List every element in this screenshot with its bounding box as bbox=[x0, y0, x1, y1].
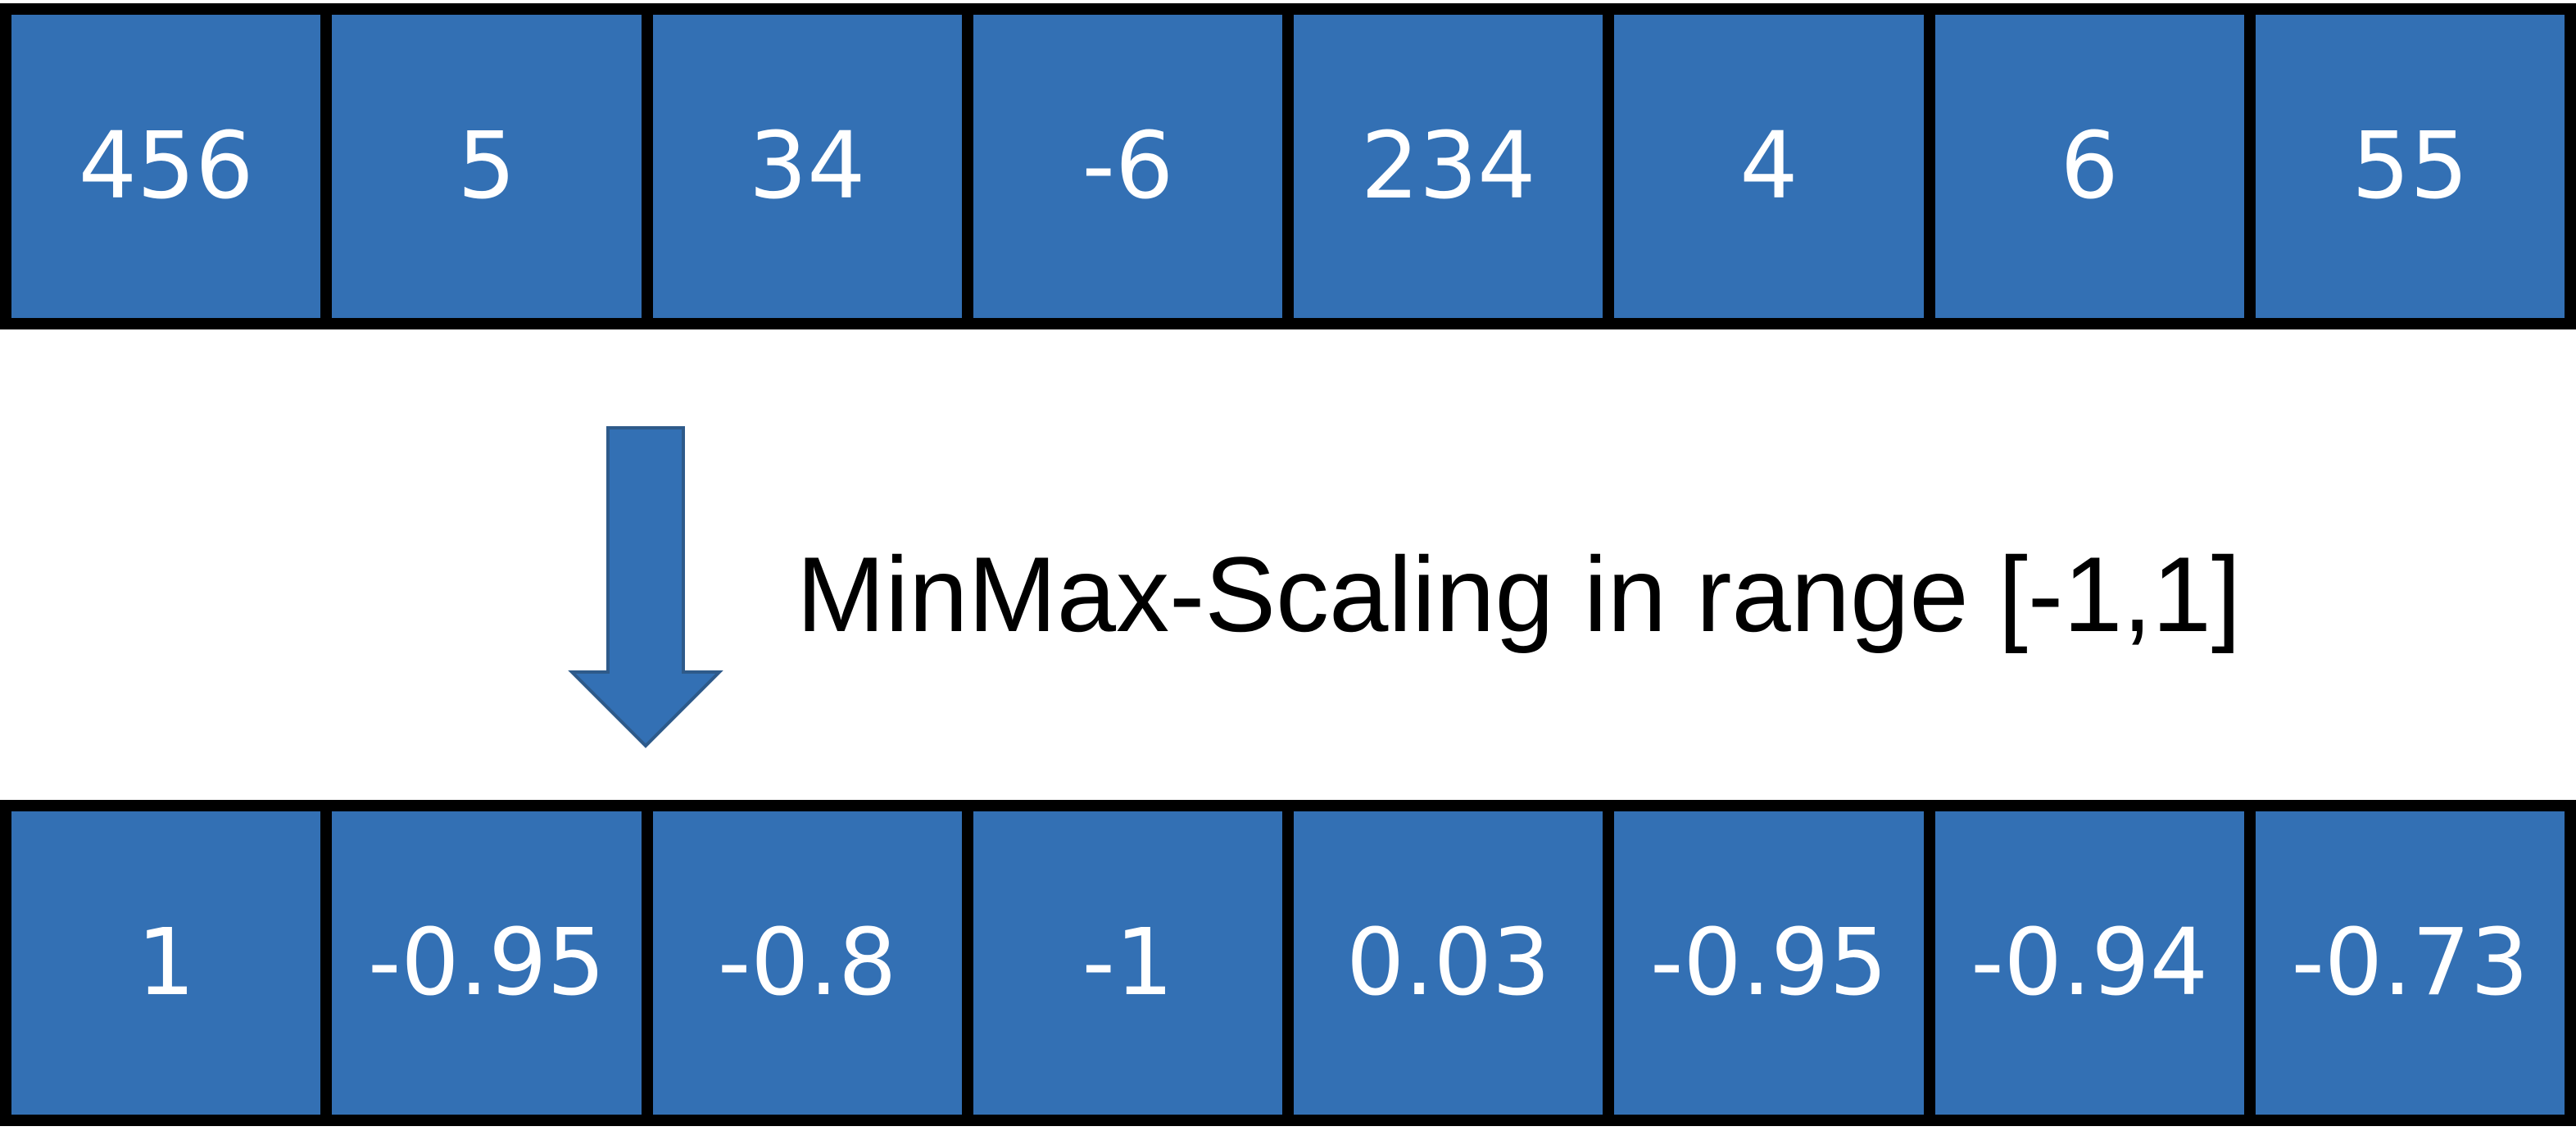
output-array: 1 -0.95 -0.8 -1 0.03 -0.95 -0.94 -0.73 bbox=[0, 800, 2576, 1126]
input-cell: 5 bbox=[320, 3, 653, 329]
input-cell: 34 bbox=[641, 3, 973, 329]
input-cell: 6 bbox=[1923, 3, 2256, 329]
scaling-caption: MinMax-Scaling in range [-1,1] bbox=[796, 534, 2241, 654]
output-cell: -0.95 bbox=[320, 800, 653, 1126]
input-cell: 456 bbox=[0, 3, 333, 329]
output-cell: 1 bbox=[0, 800, 333, 1126]
input-array: 456 5 34 -6 234 4 6 55 bbox=[0, 3, 2576, 329]
output-cell: 0.03 bbox=[1282, 800, 1615, 1126]
down-arrow-icon bbox=[568, 426, 723, 748]
output-cell: -0.73 bbox=[2243, 800, 2576, 1126]
output-cell: -1 bbox=[961, 800, 1294, 1126]
input-cell: -6 bbox=[961, 3, 1294, 329]
input-cell: 55 bbox=[2243, 3, 2576, 329]
output-cell: -0.95 bbox=[1603, 800, 1935, 1126]
input-cell: 234 bbox=[1282, 3, 1615, 329]
input-cell: 4 bbox=[1603, 3, 1935, 329]
output-cell: -0.94 bbox=[1923, 800, 2256, 1126]
output-cell: -0.8 bbox=[641, 800, 973, 1126]
